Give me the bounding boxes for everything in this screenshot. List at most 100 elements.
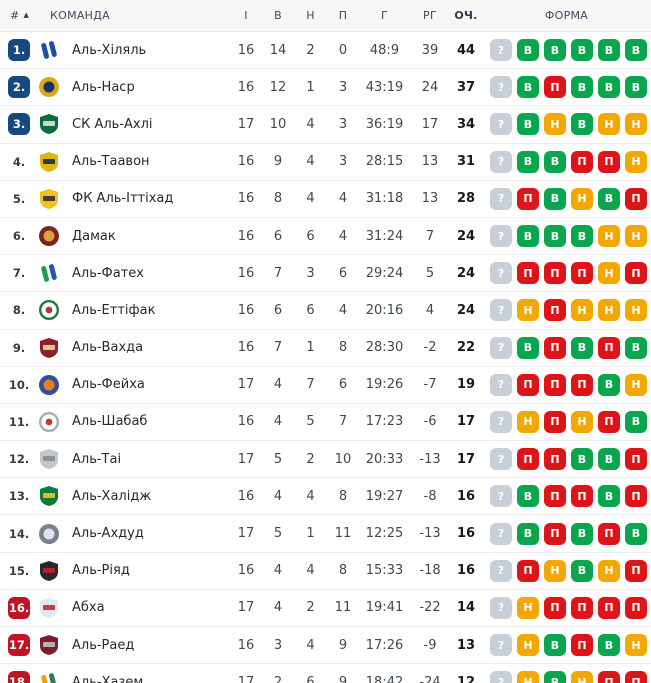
form-badge-unknown[interactable]: ? <box>490 596 512 619</box>
table-row[interactable]: 5. ФК Аль-Іттіхад 16 8 4 4 31:18 13 28 ?… <box>0 180 651 218</box>
form-badge-win[interactable]: В <box>544 150 566 173</box>
table-row[interactable]: 13. Аль-Халідж 16 4 4 8 19:27 -8 16 ? В П П… <box>0 478 651 516</box>
form-badge-loss[interactable]: П <box>571 262 593 285</box>
form-badge-loss[interactable]: П <box>598 522 620 545</box>
form-badge-win[interactable]: В <box>625 522 647 545</box>
form-badge-unknown[interactable]: ? <box>490 299 512 322</box>
form-badge-loss[interactable]: П <box>544 373 566 396</box>
table-row[interactable]: 1. Аль-Хіляль 16 14 2 0 48:9 39 44 ? В В В В… <box>0 32 651 70</box>
table-row[interactable]: 2. Аль-Наср 16 12 1 3 43:19 24 37 ? В П В В В <box>0 69 651 107</box>
form-badge-win[interactable]: В <box>544 671 566 683</box>
form-badge-win[interactable]: В <box>571 448 593 471</box>
form-badge-loss[interactable]: П <box>571 485 593 508</box>
form-badge-unknown[interactable]: ? <box>490 187 512 210</box>
form-badge-win[interactable]: В <box>625 76 647 99</box>
form-badge-loss[interactable]: П <box>544 262 566 285</box>
form-badge-loss[interactable]: П <box>544 410 566 433</box>
form-badge-loss[interactable]: П <box>625 485 647 508</box>
table-row[interactable]: 4. Аль-Таавон 16 9 4 3 28:15 13 31 ? В В П П… <box>0 143 651 181</box>
form-badge-unknown[interactable]: ? <box>490 485 512 508</box>
form-badge-win[interactable]: В <box>544 225 566 248</box>
form-badge-win[interactable]: В <box>598 448 620 471</box>
form-badge-draw[interactable]: Н <box>625 113 647 136</box>
form-badge-unknown[interactable]: ? <box>490 373 512 396</box>
team-name[interactable]: Дамак <box>72 228 116 244</box>
form-badge-loss[interactable]: П <box>625 596 647 619</box>
form-badge-draw[interactable]: Н <box>625 299 647 322</box>
team-name[interactable]: СК Аль-Ахлі <box>72 116 153 132</box>
form-badge-loss[interactable]: П <box>598 336 620 359</box>
header-losses[interactable]: П <box>338 9 348 22</box>
form-badge-loss[interactable]: П <box>625 671 647 683</box>
header-draws[interactable]: Н <box>306 9 315 22</box>
form-badge-loss[interactable]: П <box>571 373 593 396</box>
table-row[interactable]: 11. Аль-Шабаб 16 4 5 7 17:23 -6 17 ? Н П Н П… <box>0 403 651 442</box>
table-row[interactable]: 8. Аль-Еттіфак 16 6 6 4 20:16 4 24 ? Н П Н Н… <box>0 292 651 330</box>
form-badge-loss[interactable]: П <box>544 76 566 99</box>
form-badge-win[interactable]: В <box>571 559 593 582</box>
header-goals[interactable]: Г <box>380 9 388 22</box>
team-name[interactable]: Аль-Фатех <box>72 265 144 281</box>
form-badge-win[interactable]: В <box>571 39 593 62</box>
form-badge-draw[interactable]: Н <box>598 113 620 136</box>
form-badge-win[interactable]: В <box>625 410 647 433</box>
table-row[interactable]: 7. Аль-Фатех 16 7 3 6 29:24 5 24 ? П П П Н П <box>0 255 651 293</box>
form-badge-unknown[interactable]: ? <box>490 150 512 173</box>
form-badge-win[interactable]: В <box>544 187 566 210</box>
table-row[interactable]: 3. СК Аль-Ахлі 17 10 4 3 36:19 17 34 ? В Н… <box>0 106 651 144</box>
team-name[interactable]: Аль-Фейха <box>72 377 145 393</box>
form-badge-loss[interactable]: П <box>625 448 647 471</box>
header-position[interactable]: # ▲ <box>0 9 38 22</box>
form-badge-loss[interactable]: П <box>544 522 566 545</box>
form-badge-loss[interactable]: П <box>517 373 539 396</box>
header-form[interactable]: ФОРМА <box>544 9 589 22</box>
form-badge-loss[interactable]: П <box>598 596 620 619</box>
form-badge-win[interactable]: В <box>571 113 593 136</box>
table-row[interactable]: 17. Аль-Раед 16 3 4 9 17:26 -9 13 ? Н В П В Н <box>0 627 651 665</box>
form-badge-unknown[interactable]: ? <box>490 225 512 248</box>
team-name[interactable]: Аль-Еттіфак <box>72 302 156 318</box>
form-badge-draw[interactable]: Н <box>517 596 539 619</box>
form-badge-loss[interactable]: П <box>544 485 566 508</box>
table-row[interactable]: 10. Аль-Фейха 17 4 7 6 19:26 -7 19 ? П П П В… <box>0 366 651 404</box>
header-goal-diff[interactable]: РГ <box>423 9 437 22</box>
form-badge-draw[interactable]: Н <box>517 410 539 433</box>
table-row[interactable]: 12. Аль-Таі 17 5 2 10 20:33 -13 17 ? П П В В… <box>0 441 651 479</box>
team-name[interactable]: Аль-Ріяд <box>72 563 130 579</box>
form-badge-loss[interactable]: П <box>544 448 566 471</box>
form-badge-win[interactable]: В <box>598 634 620 657</box>
form-badge-loss[interactable]: П <box>517 187 539 210</box>
form-badge-win[interactable]: В <box>598 76 620 99</box>
form-badge-unknown[interactable]: ? <box>490 671 512 683</box>
table-row[interactable]: 6. Дамак 16 6 6 4 31:24 7 24 ? В В В Н Н <box>0 217 651 256</box>
form-badge-win[interactable]: В <box>625 39 647 62</box>
form-badge-win[interactable]: В <box>517 485 539 508</box>
form-badge-loss[interactable]: П <box>571 596 593 619</box>
header-team[interactable]: КОМАНДА <box>50 9 110 22</box>
form-badge-draw[interactable]: Н <box>571 410 593 433</box>
form-badge-loss[interactable]: П <box>571 634 593 657</box>
form-badge-draw[interactable]: Н <box>571 671 593 683</box>
form-badge-win[interactable]: В <box>517 39 539 62</box>
form-badge-draw[interactable]: Н <box>625 373 647 396</box>
form-badge-draw[interactable]: Н <box>571 299 593 322</box>
form-badge-draw[interactable]: Н <box>571 187 593 210</box>
form-badge-unknown[interactable]: ? <box>490 559 512 582</box>
form-badge-draw[interactable]: Н <box>517 671 539 683</box>
team-name[interactable]: Абха <box>72 600 105 616</box>
form-badge-draw[interactable]: Н <box>517 634 539 657</box>
header-points[interactable]: ОЧ. <box>454 9 478 22</box>
form-badge-unknown[interactable]: ? <box>490 336 512 359</box>
form-badge-win[interactable]: В <box>571 76 593 99</box>
form-badge-win[interactable]: В <box>517 225 539 248</box>
form-badge-loss[interactable]: П <box>598 671 620 683</box>
form-badge-unknown[interactable]: ? <box>490 634 512 657</box>
team-name[interactable]: Аль-Хазем <box>72 674 144 683</box>
form-badge-unknown[interactable]: ? <box>490 448 512 471</box>
form-badge-loss[interactable]: П <box>544 299 566 322</box>
form-badge-loss[interactable]: П <box>571 150 593 173</box>
form-badge-loss[interactable]: П <box>544 596 566 619</box>
form-badge-win[interactable]: В <box>544 634 566 657</box>
team-name[interactable]: ФК Аль-Іттіхад <box>72 191 174 207</box>
form-badge-unknown[interactable]: ? <box>490 522 512 545</box>
